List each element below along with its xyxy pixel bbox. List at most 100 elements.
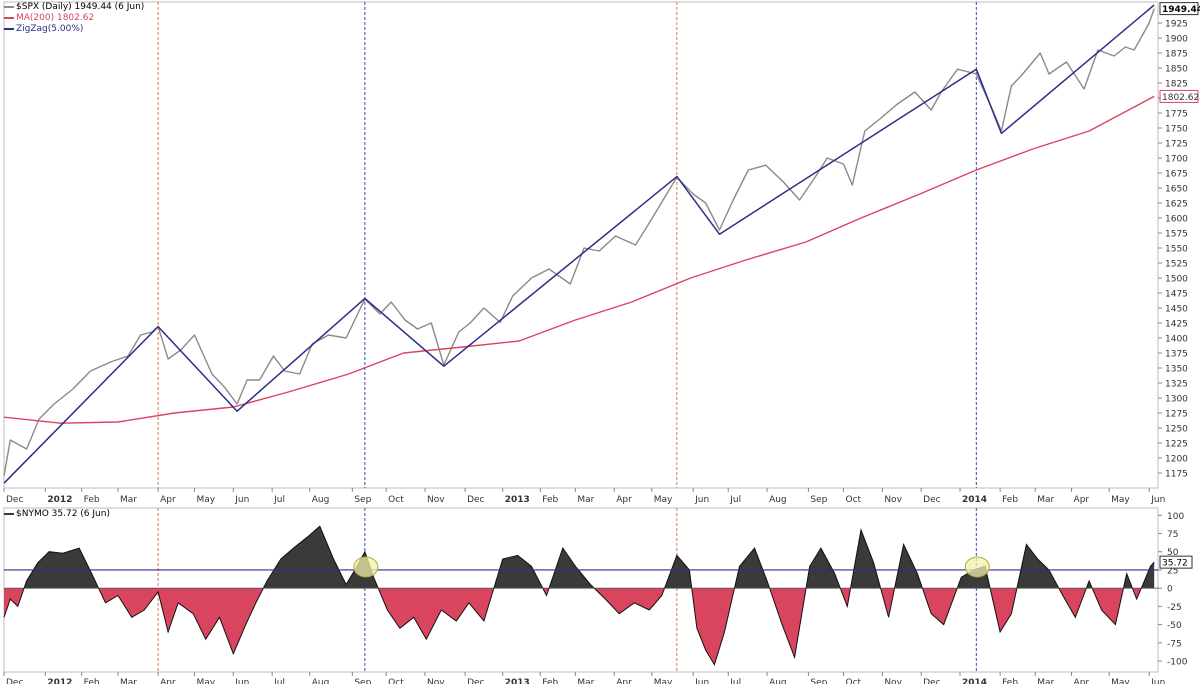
osc-x-tick-label: Mar bbox=[1037, 678, 1054, 684]
osc-x-tick-label: Nov bbox=[427, 678, 445, 684]
x-tick-label: Feb bbox=[84, 495, 100, 505]
price-y-tick-label: 1250 bbox=[1165, 425, 1188, 435]
x-tick-label: Apr bbox=[616, 495, 632, 505]
osc-x-tick-label: Dec bbox=[923, 678, 940, 684]
price-y-tick-label: 1225 bbox=[1165, 440, 1188, 450]
price-y-tick-label: 1475 bbox=[1165, 290, 1188, 300]
osc-x-tick-label: Jul bbox=[729, 678, 741, 684]
legend-swatch-zigzag bbox=[4, 27, 14, 30]
osc-y-tick-label: -25 bbox=[1167, 603, 1182, 613]
x-tick-label: May bbox=[196, 495, 215, 505]
osc-x-tick-label: Nov bbox=[884, 678, 902, 684]
legend-swatch-price bbox=[4, 5, 14, 8]
osc-x-tick-label: Sep bbox=[810, 678, 827, 684]
osc-x-tick-label: Feb bbox=[542, 678, 558, 684]
osc-x-tick-label: 2012 bbox=[47, 678, 72, 684]
value-label-text-ma: 1802.62 bbox=[1162, 93, 1199, 103]
price-y-tick-label: 1400 bbox=[1165, 335, 1188, 345]
price-y-tick-label: 1650 bbox=[1165, 185, 1188, 195]
x-tick-label: 2014 bbox=[962, 495, 987, 505]
osc-x-tick-label: Mar bbox=[577, 678, 594, 684]
price-y-tick-label: 1625 bbox=[1165, 200, 1188, 210]
osc-y-tick-label: 0 bbox=[1167, 585, 1173, 595]
price-y-tick-label: 1300 bbox=[1165, 395, 1188, 405]
x-tick-label: Sep bbox=[354, 495, 371, 505]
osc-value-label-box bbox=[1159, 555, 1193, 569]
osc-x-tick-label: Apr bbox=[160, 678, 176, 684]
price-y-tick-label: 1900 bbox=[1165, 35, 1188, 45]
price-y-tick-label: 1525 bbox=[1165, 260, 1188, 270]
x-tick-label: 2013 bbox=[505, 495, 530, 505]
osc-x-tick-label: Jun bbox=[1150, 678, 1165, 684]
series-line-ma bbox=[3, 95, 1155, 424]
legend-swatch-nymo bbox=[4, 512, 14, 515]
x-tick-label: Apr bbox=[1074, 495, 1090, 505]
legend-swatch-ma bbox=[4, 16, 14, 19]
x-tick-label: Nov bbox=[427, 495, 445, 505]
osc-y-tick-label: -100 bbox=[1167, 658, 1188, 668]
price-y-tick-label: 1875 bbox=[1165, 50, 1188, 60]
price-y-tick-label: 1350 bbox=[1165, 365, 1188, 375]
osc-y-tick-label: 75 bbox=[1167, 530, 1178, 540]
osc-x-tick-label: 2014 bbox=[962, 678, 987, 684]
x-tick-label: Mar bbox=[120, 495, 137, 505]
osc-x-tick-label: Sep bbox=[354, 678, 371, 684]
x-tick-label: Dec bbox=[6, 495, 23, 505]
price-y-tick-label: 1925 bbox=[1165, 20, 1188, 30]
value-label-box-ma bbox=[1159, 89, 1199, 103]
price-y-tick-label: 1725 bbox=[1165, 140, 1188, 150]
price-y-tick-label: 1825 bbox=[1165, 80, 1188, 90]
osc-x-tick-label: Mar bbox=[120, 678, 137, 684]
value-label-ma: 1802.62 bbox=[1159, 89, 1199, 103]
price-y-tick-label: 1275 bbox=[1165, 410, 1188, 420]
osc-area-positive bbox=[24, 526, 1155, 589]
legend-label-ma: MA(200) 1802.62 bbox=[16, 13, 95, 23]
osc-value-label: 35.72 bbox=[1159, 555, 1193, 569]
osc-x-tick-label: May bbox=[1111, 678, 1130, 684]
price-y-tick-label: 1775 bbox=[1165, 110, 1188, 120]
x-tick-label: Mar bbox=[1037, 495, 1054, 505]
series-line-price bbox=[3, 8, 1155, 477]
oscillator-title: $NYMO 35.72 (6 Jun) bbox=[16, 509, 110, 519]
x-tick-label: Jun bbox=[694, 495, 709, 505]
x-tick-label: May bbox=[1111, 495, 1130, 505]
x-tick-label: Aug bbox=[312, 495, 330, 505]
osc-x-tick-label: Jun bbox=[694, 678, 709, 684]
price-y-tick-label: 1450 bbox=[1165, 305, 1188, 315]
x-tick-label: Oct bbox=[846, 495, 862, 505]
osc-x-tick-label: Feb bbox=[1002, 678, 1018, 684]
oscillator-panel: Dec 2012 Feb Mar Apr May Jun Jul Aug Sep Oct Nov Dec… bbox=[3, 507, 1193, 688]
price-y-tick-label: 1675 bbox=[1165, 170, 1188, 180]
price-y-tick-label: 1325 bbox=[1165, 380, 1188, 390]
osc-y-tick-label: 25 bbox=[1167, 566, 1178, 576]
value-label-box-price bbox=[1159, 2, 1199, 16]
osc-highlight-circle bbox=[964, 556, 990, 578]
osc-x-tick-label: Dec bbox=[467, 678, 484, 684]
x-tick-label: Jul bbox=[273, 495, 285, 505]
price-y-tick-label: 1375 bbox=[1165, 350, 1188, 360]
x-tick-label: Jul bbox=[729, 495, 741, 505]
osc-x-tick-label: Oct bbox=[388, 678, 404, 684]
osc-highlight-circle bbox=[353, 556, 379, 578]
osc-value-label-text: 35.72 bbox=[1162, 559, 1188, 569]
legend-item-zigzag: ZigZag(5.00%) bbox=[4, 24, 144, 35]
price-y-tick-label: 1200 bbox=[1165, 455, 1188, 465]
osc-x-tick-label: Dec bbox=[6, 678, 23, 684]
legend-item-nymo: $NYMO 35.72 (6 Jun) bbox=[4, 509, 110, 520]
osc-y-tick-label: 50 bbox=[1167, 548, 1179, 558]
legend-label-price: $SPX (Daily) 1949.44 (6 Jun) bbox=[16, 2, 145, 12]
x-tick-label: 2012 bbox=[47, 495, 72, 505]
price-y-tick-label: 1750 bbox=[1165, 125, 1188, 135]
x-tick-label: Dec bbox=[467, 495, 484, 505]
price-panel: 1175 1200 1225 1250 1275 1300 1325 1350 1375 1400… bbox=[3, 1, 1200, 505]
series-line-zigzag bbox=[3, 4, 1155, 484]
x-tick-label: Dec bbox=[923, 495, 940, 505]
x-tick-label: Feb bbox=[542, 495, 558, 505]
price-y-tick-label: 1575 bbox=[1165, 230, 1188, 240]
osc-x-tick-label: Apr bbox=[616, 678, 632, 684]
price-y-tick-label: 1600 bbox=[1165, 215, 1188, 225]
price-legend: $SPX (Daily) 1949.44 (6 Jun) MA(200) 180… bbox=[4, 2, 144, 35]
price-y-tick-label: 1850 bbox=[1165, 65, 1188, 75]
